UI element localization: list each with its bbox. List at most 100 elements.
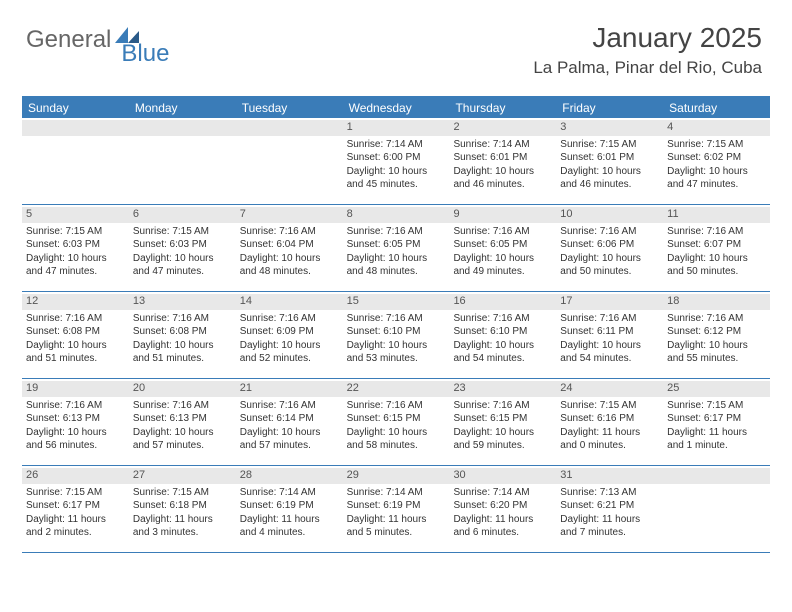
cell-day2: and 48 minutes. xyxy=(347,266,446,279)
day-cell: 18Sunrise: 7:16 AMSunset: 6:12 PMDayligh… xyxy=(663,292,770,378)
day-cell: 15Sunrise: 7:16 AMSunset: 6:10 PMDayligh… xyxy=(343,292,450,378)
cell-day1: Daylight: 10 hours xyxy=(560,253,659,266)
day-cell: 6Sunrise: 7:15 AMSunset: 6:03 PMDaylight… xyxy=(129,205,236,291)
cell-day1: Daylight: 11 hours xyxy=(133,514,232,527)
day-number: 30 xyxy=(449,468,556,484)
cell-sunset: Sunset: 6:10 PM xyxy=(347,326,446,339)
brand-part1: General xyxy=(26,26,111,54)
cell-sunrise: Sunrise: 7:15 AM xyxy=(667,400,766,413)
day-cell: 27Sunrise: 7:15 AMSunset: 6:18 PMDayligh… xyxy=(129,466,236,552)
cell-day1: Daylight: 10 hours xyxy=(453,427,552,440)
day-number-empty xyxy=(22,120,129,136)
day-cell: 7Sunrise: 7:16 AMSunset: 6:04 PMDaylight… xyxy=(236,205,343,291)
cell-day1: Daylight: 11 hours xyxy=(347,514,446,527)
cell-sunrise: Sunrise: 7:16 AM xyxy=(240,226,339,239)
day-number: 25 xyxy=(663,381,770,397)
cell-sunrise: Sunrise: 7:16 AM xyxy=(347,313,446,326)
cell-day1: Daylight: 10 hours xyxy=(347,253,446,266)
cell-day2: and 46 minutes. xyxy=(453,179,552,192)
cell-sunrise: Sunrise: 7:16 AM xyxy=(453,313,552,326)
week-row: 26Sunrise: 7:15 AMSunset: 6:17 PMDayligh… xyxy=(22,466,770,553)
cell-sunrise: Sunrise: 7:16 AM xyxy=(347,226,446,239)
cell-sunrise: Sunrise: 7:16 AM xyxy=(26,313,125,326)
cell-sunrise: Sunrise: 7:15 AM xyxy=(560,400,659,413)
day-cell: 23Sunrise: 7:16 AMSunset: 6:15 PMDayligh… xyxy=(449,379,556,465)
cell-sunset: Sunset: 6:17 PM xyxy=(667,413,766,426)
cell-sunset: Sunset: 6:08 PM xyxy=(26,326,125,339)
cell-sunset: Sunset: 6:00 PM xyxy=(347,152,446,165)
cell-sunrise: Sunrise: 7:15 AM xyxy=(26,226,125,239)
day-cell: 11Sunrise: 7:16 AMSunset: 6:07 PMDayligh… xyxy=(663,205,770,291)
cell-day2: and 47 minutes. xyxy=(133,266,232,279)
cell-day2: and 46 minutes. xyxy=(560,179,659,192)
day-cell: 20Sunrise: 7:16 AMSunset: 6:13 PMDayligh… xyxy=(129,379,236,465)
day-number: 4 xyxy=(663,120,770,136)
cell-sunset: Sunset: 6:12 PM xyxy=(667,326,766,339)
cell-sunset: Sunset: 6:13 PM xyxy=(26,413,125,426)
day-number: 2 xyxy=(449,120,556,136)
cell-day1: Daylight: 10 hours xyxy=(453,253,552,266)
week-row: 5Sunrise: 7:15 AMSunset: 6:03 PMDaylight… xyxy=(22,205,770,292)
day-header: Saturday xyxy=(663,98,770,118)
cell-sunrise: Sunrise: 7:16 AM xyxy=(560,313,659,326)
cell-day1: Daylight: 10 hours xyxy=(240,340,339,353)
cell-sunset: Sunset: 6:19 PM xyxy=(347,500,446,513)
cell-day1: Daylight: 10 hours xyxy=(667,166,766,179)
page-title: January 2025 xyxy=(533,22,762,54)
cell-day2: and 47 minutes. xyxy=(667,179,766,192)
cell-day1: Daylight: 10 hours xyxy=(133,427,232,440)
cell-sunrise: Sunrise: 7:15 AM xyxy=(133,226,232,239)
cell-day2: and 2 minutes. xyxy=(26,527,125,540)
cell-day1: Daylight: 10 hours xyxy=(133,253,232,266)
day-number: 21 xyxy=(236,381,343,397)
day-cell: 1Sunrise: 7:14 AMSunset: 6:00 PMDaylight… xyxy=(343,118,450,204)
day-cell xyxy=(663,466,770,552)
cell-day2: and 51 minutes. xyxy=(133,353,232,366)
day-number: 10 xyxy=(556,207,663,223)
cell-day2: and 48 minutes. xyxy=(240,266,339,279)
day-number: 6 xyxy=(129,207,236,223)
cell-sunset: Sunset: 6:05 PM xyxy=(453,239,552,252)
day-header: Monday xyxy=(129,98,236,118)
cell-sunset: Sunset: 6:15 PM xyxy=(453,413,552,426)
day-number: 28 xyxy=(236,468,343,484)
day-header-row: SundayMondayTuesdayWednesdayThursdayFrid… xyxy=(22,98,770,118)
day-header: Thursday xyxy=(449,98,556,118)
day-cell: 17Sunrise: 7:16 AMSunset: 6:11 PMDayligh… xyxy=(556,292,663,378)
day-cell xyxy=(236,118,343,204)
cell-day1: Daylight: 11 hours xyxy=(26,514,125,527)
cell-day2: and 6 minutes. xyxy=(453,527,552,540)
day-cell xyxy=(22,118,129,204)
cell-day1: Daylight: 10 hours xyxy=(26,340,125,353)
day-cell: 25Sunrise: 7:15 AMSunset: 6:17 PMDayligh… xyxy=(663,379,770,465)
cell-day2: and 45 minutes. xyxy=(347,179,446,192)
cell-sunset: Sunset: 6:04 PM xyxy=(240,239,339,252)
cell-sunset: Sunset: 6:15 PM xyxy=(347,413,446,426)
cell-day2: and 47 minutes. xyxy=(26,266,125,279)
cell-sunrise: Sunrise: 7:16 AM xyxy=(240,400,339,413)
cell-day2: and 54 minutes. xyxy=(560,353,659,366)
day-number-empty xyxy=(663,468,770,484)
cell-day1: Daylight: 10 hours xyxy=(347,427,446,440)
week-row: 1Sunrise: 7:14 AMSunset: 6:00 PMDaylight… xyxy=(22,118,770,205)
day-cell: 26Sunrise: 7:15 AMSunset: 6:17 PMDayligh… xyxy=(22,466,129,552)
cell-sunrise: Sunrise: 7:16 AM xyxy=(667,226,766,239)
cell-sunset: Sunset: 6:07 PM xyxy=(667,239,766,252)
day-number: 26 xyxy=(22,468,129,484)
cell-sunset: Sunset: 6:06 PM xyxy=(560,239,659,252)
day-cell: 21Sunrise: 7:16 AMSunset: 6:14 PMDayligh… xyxy=(236,379,343,465)
day-cell: 3Sunrise: 7:15 AMSunset: 6:01 PMDaylight… xyxy=(556,118,663,204)
cell-day1: Daylight: 10 hours xyxy=(347,166,446,179)
header: January 2025 La Palma, Pinar del Rio, Cu… xyxy=(533,22,762,78)
cell-sunrise: Sunrise: 7:15 AM xyxy=(26,487,125,500)
cell-sunrise: Sunrise: 7:16 AM xyxy=(453,400,552,413)
cell-sunset: Sunset: 6:01 PM xyxy=(453,152,552,165)
week-row: 19Sunrise: 7:16 AMSunset: 6:13 PMDayligh… xyxy=(22,379,770,466)
cell-day1: Daylight: 10 hours xyxy=(560,166,659,179)
cell-day1: Daylight: 10 hours xyxy=(667,253,766,266)
day-number: 5 xyxy=(22,207,129,223)
cell-sunset: Sunset: 6:03 PM xyxy=(26,239,125,252)
cell-sunset: Sunset: 6:13 PM xyxy=(133,413,232,426)
cell-day2: and 3 minutes. xyxy=(133,527,232,540)
day-cell xyxy=(129,118,236,204)
